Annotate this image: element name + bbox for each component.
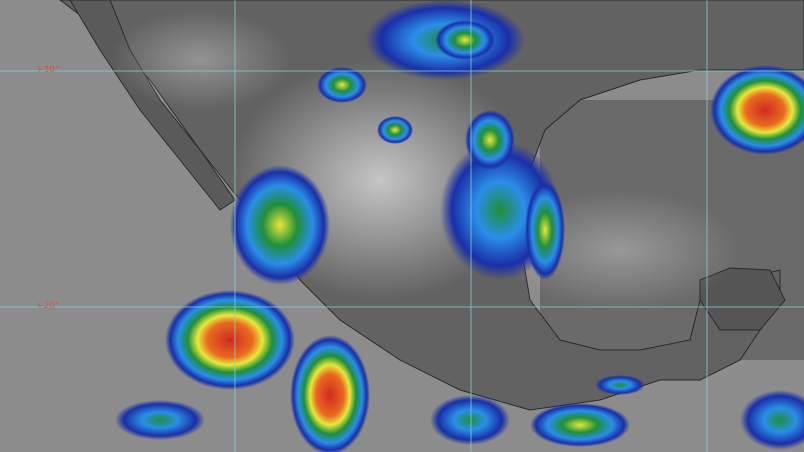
storm-cell [530,403,630,447]
storm-cell [290,335,370,452]
latitude-label-20: +20° [36,301,60,311]
storm-cell [740,390,804,450]
storm-cell [525,180,565,280]
latitude-label-30: +30° [36,65,60,75]
storm-cell [435,20,495,60]
storm-cell [465,110,515,170]
storm-cell [595,375,645,395]
storm-cell [710,65,804,155]
storm-cell [430,395,510,445]
storm-cell [317,67,367,103]
storm-cell [377,116,413,144]
hurricane [165,290,295,390]
storm-cell [115,400,205,440]
cloud-area [110,10,290,110]
storm-cell [230,165,330,285]
